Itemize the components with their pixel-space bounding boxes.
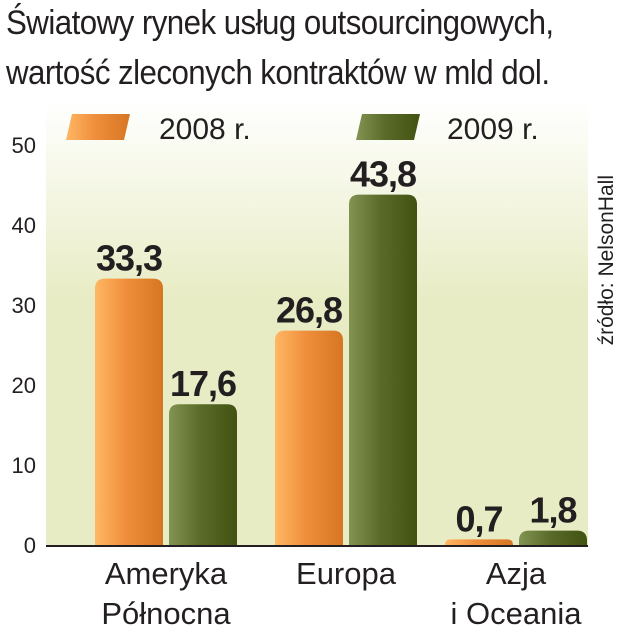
- legend-2009-label: 2009 r.: [447, 113, 539, 146]
- bar-2008-1: [275, 330, 343, 545]
- category-label: Ameryka: [105, 556, 228, 591]
- legend-2008-swatch: [66, 114, 130, 140]
- data-label: 0,7: [455, 498, 502, 539]
- data-label: 17,6: [170, 363, 236, 404]
- bar-2008-0: [95, 278, 163, 545]
- category-label: Europa: [296, 556, 397, 591]
- category-label: i Oceania: [451, 596, 583, 631]
- y-tick-label: 40: [12, 213, 36, 238]
- data-label: 1,8: [529, 490, 576, 531]
- data-label: 33,3: [96, 238, 162, 279]
- legend-2009-swatch: [356, 114, 420, 140]
- y-tick-label: 30: [12, 293, 36, 318]
- y-tick-label: 20: [12, 373, 36, 398]
- bar-2009-2: [519, 530, 587, 545]
- bar-2009-1: [349, 194, 417, 545]
- category-label: Azja: [486, 556, 547, 591]
- bar-2008-2: [445, 539, 513, 545]
- bar-2009-0: [169, 404, 237, 545]
- y-tick-label: 0: [24, 533, 36, 558]
- y-tick-label: 50: [12, 133, 36, 158]
- chart-title-line-1: Światowy rynek usług outsourcingowych,: [6, 4, 554, 42]
- y-tick-label: 10: [12, 453, 36, 478]
- chart-title-line-2: wartość zleconych kontraktów w mld dol.: [6, 54, 550, 92]
- legend-2008-label: 2008 r.: [159, 113, 251, 146]
- category-label: Północna: [101, 596, 231, 631]
- data-label: 43,8: [350, 154, 416, 195]
- data-label: 26,8: [276, 290, 342, 331]
- source-note: źródło: NelsonHall: [595, 175, 618, 345]
